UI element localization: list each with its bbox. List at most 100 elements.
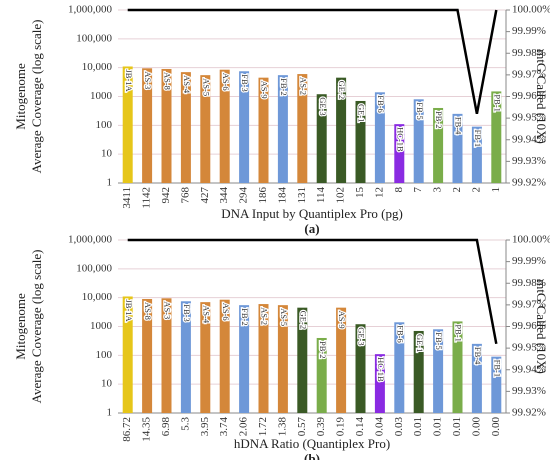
bar [413,99,424,183]
bar-label: FB-5 [415,102,425,119]
bar-label: FB-3 [182,304,192,321]
x-tick-label: 14.35 [141,417,153,442]
bar-label: GE-2 [337,81,347,99]
bar-label: AS-9 [260,81,270,99]
bar [200,302,211,413]
x-tick-label: 6.98 [160,417,172,437]
bar [277,75,288,183]
bar [471,126,482,183]
bar [277,305,288,413]
bar-label: FB-3 [240,74,250,91]
y-tick-label: 10 [101,378,113,390]
bar [374,92,385,183]
y-tick-label: 100 [96,349,113,361]
caption: (a) [304,221,319,236]
bar-label: AS-4 [201,305,211,324]
y2-tick-label: 99.98% [512,47,546,59]
bar [316,337,327,413]
bar [491,356,502,413]
y2-tick-label: 100.00% [512,234,550,246]
y-axis-label: Mitogenome [13,293,28,360]
bar [122,66,133,183]
bar [239,305,250,413]
x-tick-label: 2.06 [238,417,250,437]
bar [336,77,347,183]
bar [374,354,385,413]
y2-tick-label: 99.92% [512,177,546,189]
bar [142,298,153,413]
x-tick-label: 0.57 [296,417,308,437]
bar-label: AS-9 [337,311,347,329]
bar-label: AS-8 [143,302,153,320]
y-tick-label: 1,000,000 [68,234,113,246]
x-axis-label: DNA Input by Quantiplex Pro (pg) [221,206,403,221]
bar-label: FB-2 [240,308,250,325]
y2-tick-label: 99.96% [512,90,546,102]
bar-label: JB-1A [124,299,134,322]
caption: (b) [304,451,320,460]
y-tick-label: 1 [107,177,113,189]
x-tick-label: 5.3 [179,417,191,431]
x-tick-label: 0.39 [315,417,327,437]
x-tick-label: 114 [315,187,327,204]
y2-tick-label: 99.93% [512,385,546,397]
bar-label: FB-2 [279,78,289,95]
bar-label: AS-2 [260,307,270,325]
x-tick-label: 1142 [141,187,153,209]
y2-tick-label: 100.00% [512,4,550,16]
bar-label: PB-2 [434,111,444,128]
bar-label: GE-1 [415,334,425,352]
bar [180,301,191,413]
y2-tick-label: 99.95% [512,112,546,124]
line [127,238,498,345]
bar [142,68,153,183]
bar [433,329,444,413]
bar [258,304,269,413]
y2-tick-label: 99.92% [512,407,546,419]
bar [471,343,482,413]
bar [355,100,366,183]
y-tick-label: 1000 [90,90,113,102]
x-tick-label: 186 [257,187,269,204]
bar-label: FB-4 [473,347,483,365]
line [127,8,498,115]
bar-label: AS-3 [143,71,153,89]
y2-axis-label: mtG Called (10X) [534,279,549,374]
bar [180,72,191,183]
bar-label: JB-1A [124,69,134,92]
y-tick-label: 10,000 [82,291,113,303]
y-axis-label: Average Coverage (log scale) [29,250,44,404]
x-tick-label: 0.00 [470,417,482,437]
y2-tick-label: 99.94% [512,363,546,375]
x-tick-label: 3.95 [199,417,211,437]
x-tick-label: 768 [179,187,191,204]
bar [122,296,133,413]
bar-label: AS-6 [221,73,231,91]
x-tick-label: 1 [490,187,502,193]
bar [316,94,327,183]
bar-label: PB-1 [492,94,502,111]
bar [394,124,405,183]
x-tick-label: 7 [412,187,424,193]
bar [433,107,444,183]
bar-label: FB-5 [434,332,444,349]
bar-label: FB-6 [395,325,405,342]
bar-label: AS-3 [163,301,173,319]
y-tick-label: 10 [101,148,113,160]
y-tick-label: 10,000 [82,61,113,73]
bar-label: GE-1 [357,104,367,122]
y2-tick-label: 99.97% [512,298,546,310]
y-tick-label: 1,000,000 [68,4,113,16]
bar [491,91,502,183]
x-tick-label: 0.03 [393,417,405,437]
x-tick-label: 2 [470,187,482,193]
bar [258,77,269,183]
bar [452,321,463,413]
y2-tick-label: 99.96% [512,320,546,332]
y-axis-label: Average Coverage (log scale) [29,20,44,174]
x-tick-label: 1.38 [276,417,288,437]
x-tick-label: 1.72 [257,417,269,436]
y2-tick-label: 99.99% [512,25,546,37]
bar [161,68,172,183]
